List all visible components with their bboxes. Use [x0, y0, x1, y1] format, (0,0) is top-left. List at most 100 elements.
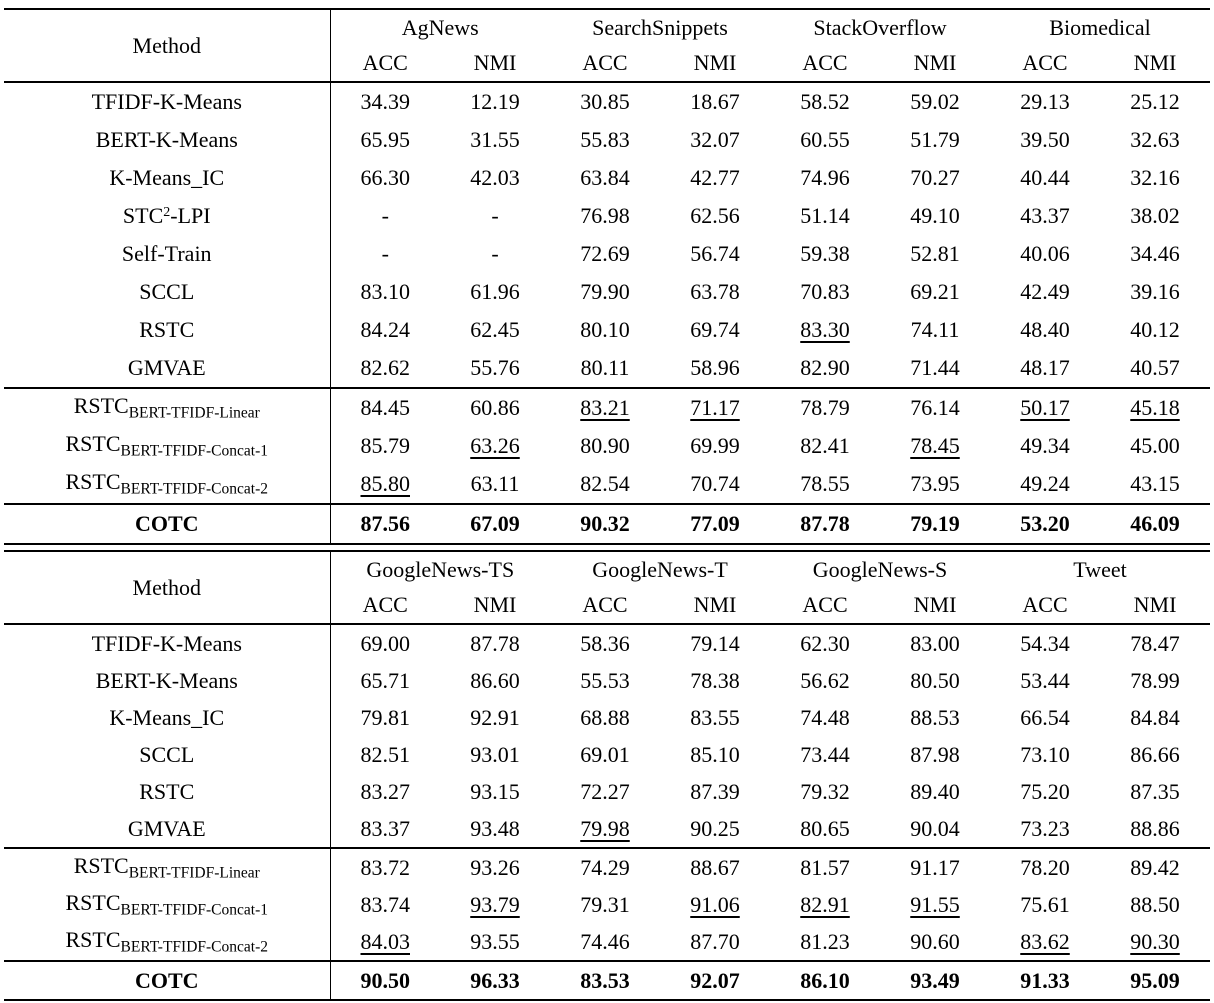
method-subscript: BERT-TFIDF-Linear	[128, 864, 260, 882]
value-cell: 42.49	[1020, 279, 1070, 305]
method-cell: RSTCBERT-TFIDF-Linear	[4, 387, 331, 427]
metric-header-cell: NMI	[880, 45, 990, 83]
value-cell: 65.71	[360, 667, 411, 693]
metric-header-cell: NMI	[440, 45, 550, 83]
table-row: RSTCBERT-TFIDF-Concat-1 83.74 93.79 79.31 91…	[4, 886, 1210, 923]
value-cell: 40.57	[1130, 355, 1180, 381]
value-cell: 85.10	[690, 741, 740, 767]
underlined-value: 83.62	[1020, 928, 1070, 954]
value-cell: 53.44	[1020, 667, 1070, 693]
value-cell: 32.07	[690, 127, 740, 153]
value-cell: 79.81	[360, 704, 411, 730]
value-cell: 62.30	[800, 630, 850, 656]
table-row: BERT-K-Means 65.95 31.55 55.83 32.07 60.55 51.…	[4, 121, 1210, 159]
value-cell: 69.74	[690, 317, 740, 343]
value-cell: 79.98	[550, 810, 660, 848]
metric-header-cell: NMI	[660, 587, 771, 625]
value-cell: 25.12	[1130, 89, 1180, 115]
table-row: COTC 90.50 96.33 83.53 92.07 86.10 93.49 91.33 9…	[4, 960, 1211, 1000]
value-cell: 83.74	[360, 891, 411, 917]
value-cell: 69.21	[910, 279, 960, 305]
value-cell: 85.80	[330, 465, 440, 504]
value-cell: 48.17	[1020, 355, 1070, 381]
dataset-group-header: GoogleNews-TS	[366, 556, 515, 582]
method-cell: TFIDF-K-Means	[4, 82, 331, 121]
value-cell: 90.25	[690, 815, 740, 841]
underlined-value: 85.80	[360, 471, 411, 497]
results-table-bottom: Method GoogleNews-TS GoogleNews-T GoogleNew…	[4, 550, 1211, 1001]
value-cell: 55.53	[580, 667, 630, 693]
value-cell: 78.20	[990, 847, 1101, 886]
dataset-group-header: Tweet	[1073, 556, 1127, 582]
value-cell: 40.44	[1020, 165, 1070, 191]
value-cell: 87.70	[690, 928, 740, 954]
method-cell: SCCL	[4, 273, 331, 311]
value-cell: 42.77	[690, 165, 740, 191]
method-cell: SCCL	[4, 736, 331, 773]
value-cell: 76.98	[580, 203, 630, 229]
value-cell: 30.85	[580, 89, 630, 115]
value-cell: 62.45	[470, 317, 520, 343]
table-row: BERT-K-Means 65.71 86.60 55.53 78.38 56.62 80.…	[4, 662, 1210, 699]
value-cell: 53.20	[990, 503, 1100, 544]
value-cell: 63.11	[470, 471, 520, 497]
value-cell: 81.57	[770, 847, 881, 886]
underlined-value: 91.06	[690, 891, 740, 917]
value-cell: 66.30	[360, 165, 411, 191]
value-cell: 72.27	[580, 778, 630, 804]
method-name: -LPI	[170, 203, 211, 229]
dataset-group-header: SearchSnippets	[592, 14, 728, 40]
value-cell: 84.84	[1130, 704, 1180, 730]
dataset-group-header: Biomedical	[1049, 14, 1151, 40]
table-body: TFIDF-K-Means 34.39 12.19 30.85 18.67 58.52 59…	[4, 82, 1211, 544]
table-row: SCCL 83.10 61.96 79.90 63.78 70.83 69.21 42.49 3…	[4, 273, 1210, 311]
underlined-value: 84.03	[360, 928, 411, 954]
value-cell: 70.74	[690, 471, 740, 497]
value-cell: 87.98	[910, 741, 960, 767]
metric-header-cell: ACC	[330, 45, 440, 83]
metric-header-cell: ACC	[990, 45, 1100, 83]
value-cell: 74.11	[910, 317, 960, 343]
value-cell: 50.17	[990, 387, 1100, 427]
value-cell: 52.81	[910, 241, 960, 267]
value-cell: 95.09	[1100, 960, 1211, 1000]
value-cell: 78.38	[690, 667, 740, 693]
value-cell: 89.42	[1100, 847, 1211, 886]
method-cell: TFIDF-K-Means	[4, 624, 331, 662]
value-cell: 83.21	[550, 387, 660, 427]
value-cell: 40.06	[1020, 241, 1070, 267]
method-cell: RSTCBERT-TFIDF-Concat-1	[4, 427, 331, 465]
value-cell: 72.69	[580, 241, 630, 267]
value-cell: 51.79	[910, 127, 960, 153]
value-cell: 83.00	[910, 630, 960, 656]
table-row: RSTCBERT-TFIDF-Linear 84.45 60.86 83.21 71.1…	[4, 387, 1211, 427]
value-cell: 90.04	[910, 815, 960, 841]
value-cell: 46.09	[1100, 503, 1211, 544]
underlined-value: 83.30	[800, 317, 850, 343]
value-cell: 93.48	[470, 815, 520, 841]
results-tables-container: Method AgNews SearchSnippets StackOverflow B…	[0, 8, 1214, 1001]
value-cell: 82.54	[580, 471, 630, 497]
value-cell: 93.79	[440, 886, 550, 923]
value-cell: 81.23	[800, 928, 850, 954]
method-subscript: BERT-TFIDF-Linear	[128, 404, 260, 422]
value-cell: 85.79	[360, 433, 411, 459]
method-cell: BERT-K-Means	[4, 662, 331, 699]
underlined-value: 71.17	[690, 395, 740, 421]
value-cell: 70.27	[910, 165, 960, 191]
value-cell: 83.10	[360, 279, 411, 305]
value-cell: 80.10	[580, 317, 630, 343]
value-cell: 73.44	[800, 741, 850, 767]
value-cell: 55.83	[580, 127, 630, 153]
metric-header-cell: NMI	[1100, 45, 1211, 83]
table-row: TFIDF-K-Means 34.39 12.19 30.85 18.67 58.52 59…	[4, 82, 1210, 121]
value-cell: 78.99	[1130, 667, 1180, 693]
value-cell: 77.09	[660, 503, 770, 544]
value-cell: 69.99	[690, 433, 740, 459]
underlined-value: 83.21	[580, 395, 630, 421]
value-cell: 69.00	[360, 630, 411, 656]
method-subscript: BERT-TFIDF-Concat-1	[120, 442, 268, 460]
value-cell: 80.65	[800, 815, 850, 841]
value-cell: 92.07	[660, 960, 771, 1000]
